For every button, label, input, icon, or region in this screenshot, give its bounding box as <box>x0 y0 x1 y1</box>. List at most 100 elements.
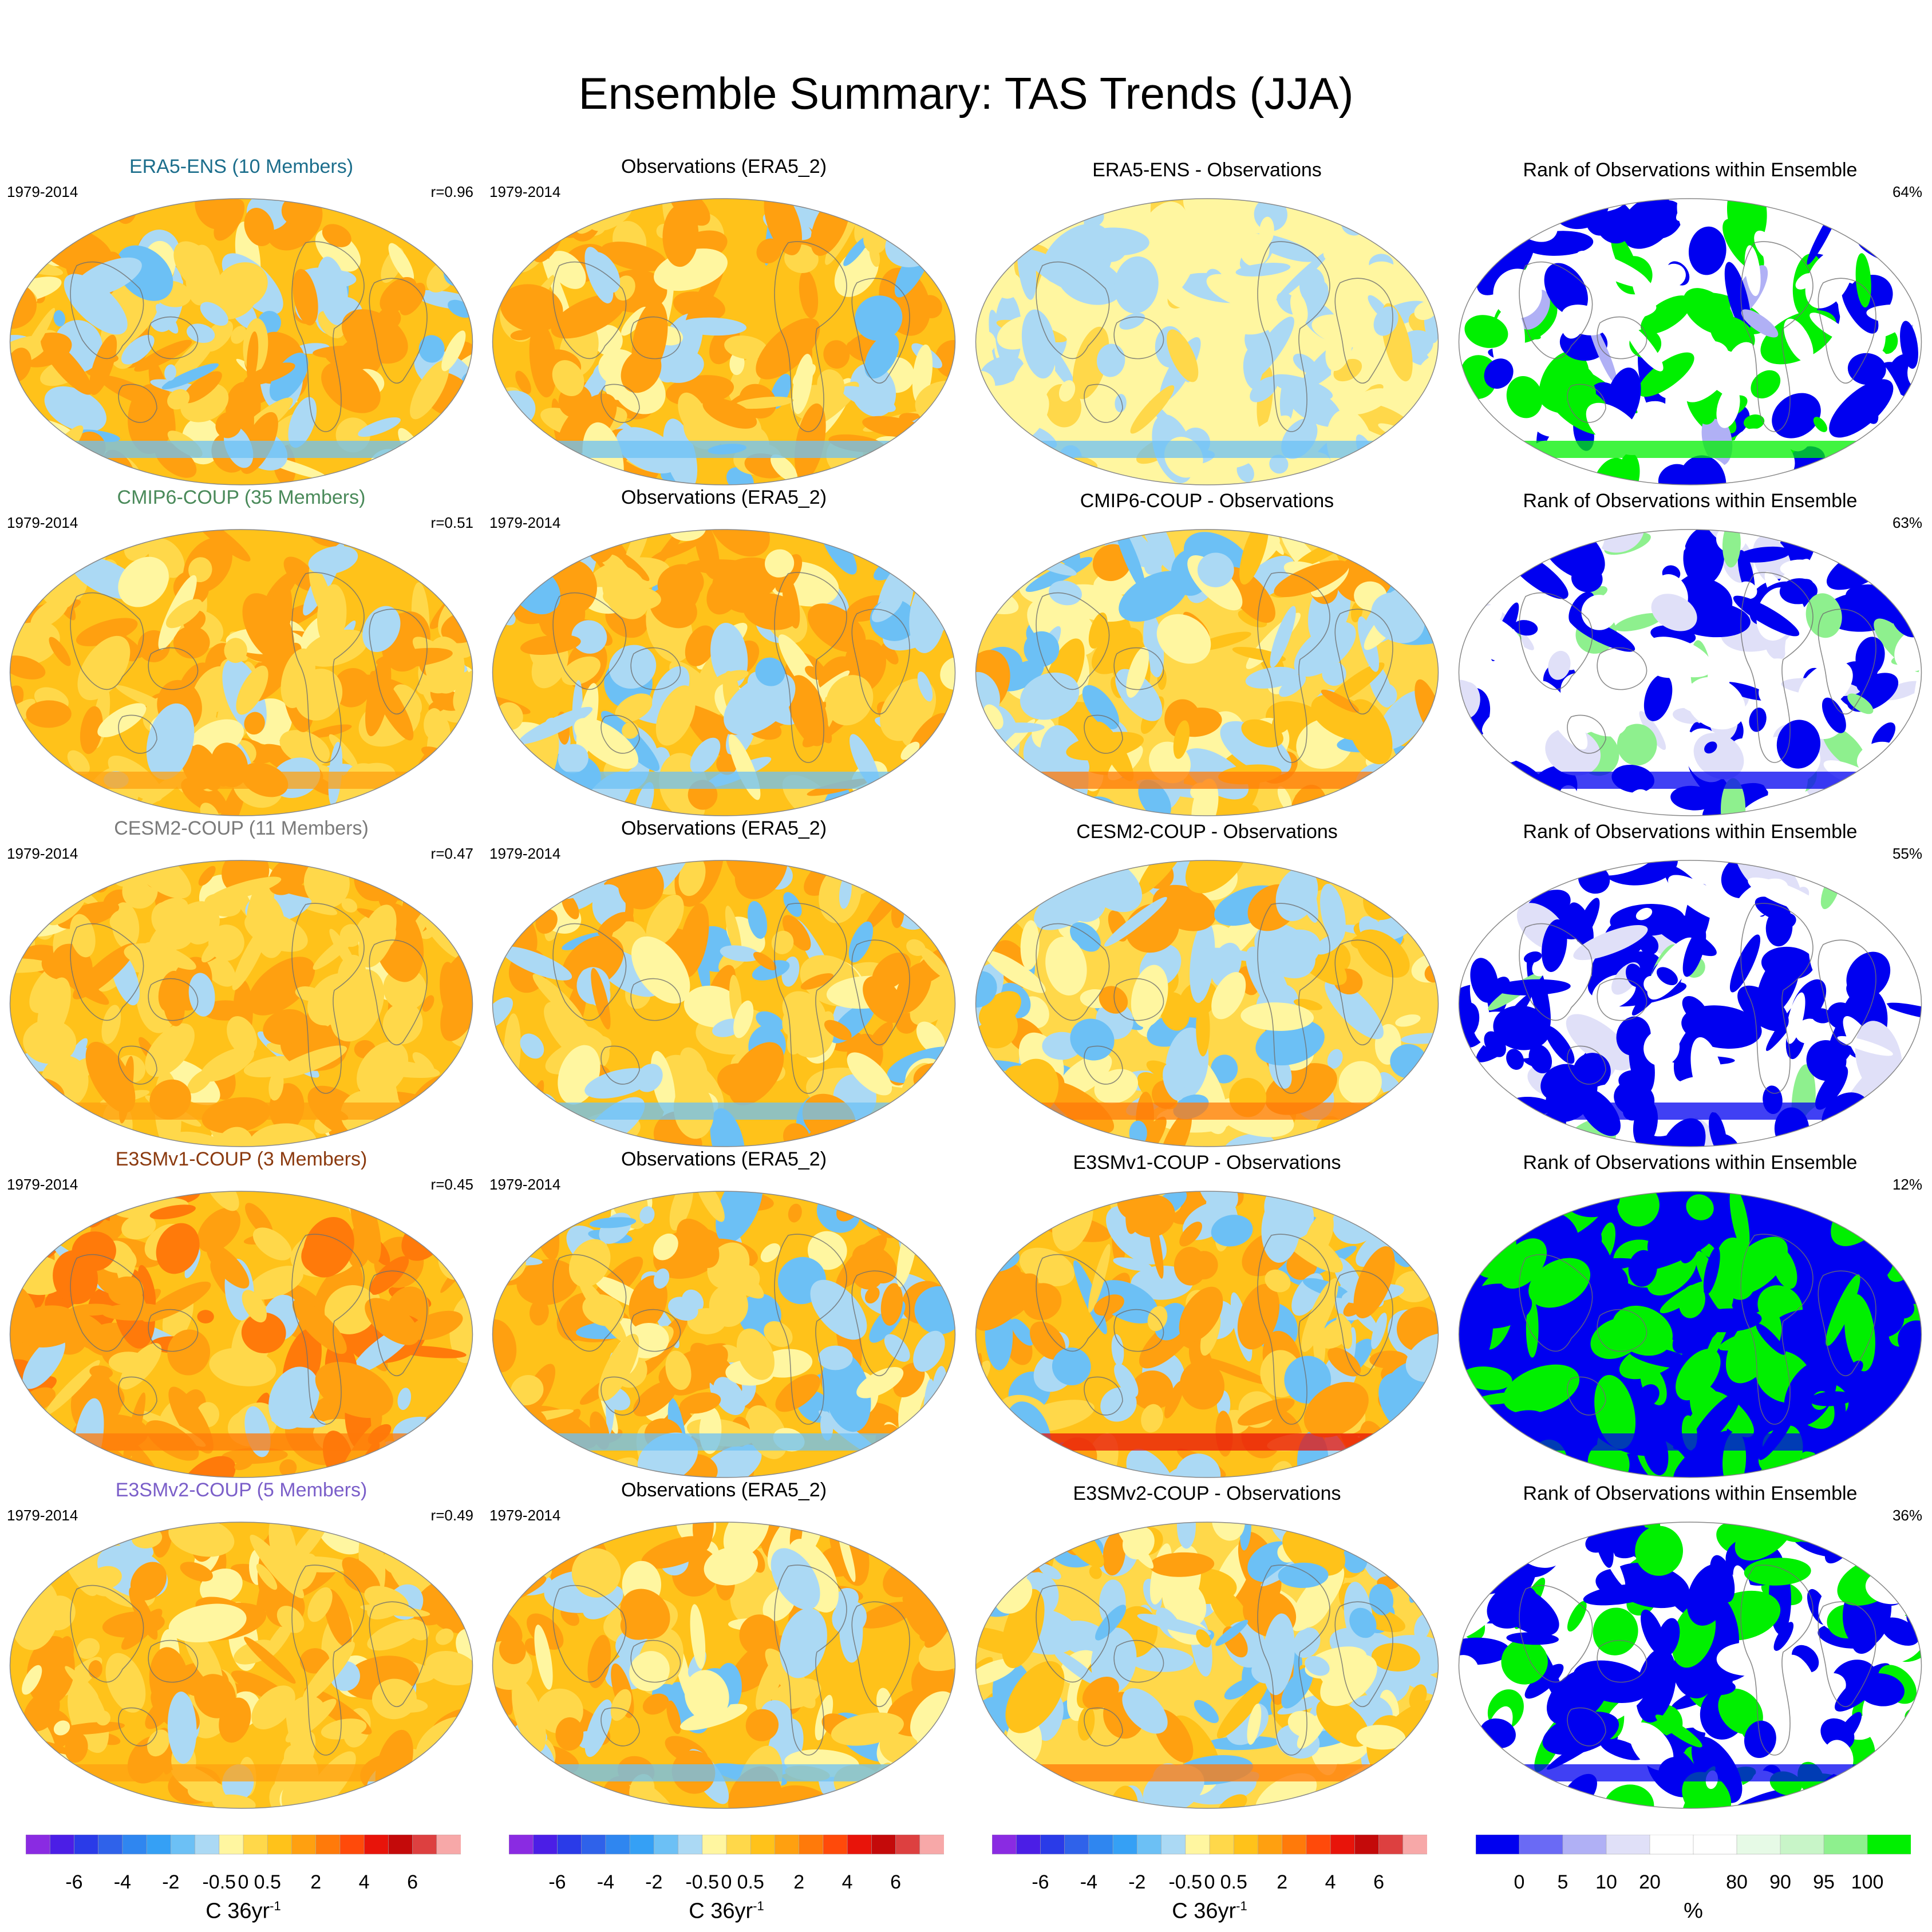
colorbar-box <box>1402 1835 1427 1855</box>
correlation-label: r=0.45 <box>430 1176 473 1193</box>
colorbar-box <box>1823 1835 1868 1855</box>
globe-map-observations <box>492 529 956 816</box>
colorbar-tick-label: 100 <box>1851 1871 1884 1893</box>
colorbar-tick-label: -4 <box>113 1871 131 1893</box>
colorbar-box <box>98 1835 123 1855</box>
globe-map-observations <box>492 198 956 485</box>
colorbar-box <box>1282 1835 1307 1855</box>
colorbar-box <box>315 1835 341 1855</box>
panel-title: ERA5-ENS (10 Members) <box>129 156 354 177</box>
panel-rank-row5: Rank of Observations within Ensemble 36% <box>1449 1479 1931 1810</box>
colorbar-box <box>1185 1835 1210 1855</box>
period-label: 1979-2014 <box>489 183 561 200</box>
colorbar-box <box>1378 1835 1404 1855</box>
map-container <box>8 1190 475 1479</box>
colorbar-box <box>146 1835 172 1855</box>
colorbar-box <box>1209 1835 1235 1855</box>
map-container <box>491 1520 957 1810</box>
colorbar-tick-label: 0 <box>238 1871 249 1893</box>
panel-title: E3SMv1-COUP - Observations <box>1073 1152 1341 1174</box>
map-container <box>491 859 957 1148</box>
panel-rank-row1: Rank of Observations within Ensemble 64% <box>1449 156 1931 487</box>
map-container <box>8 859 475 1148</box>
colorbar-tick-label: 6 <box>1373 1871 1385 1893</box>
colorbar-box <box>1088 1835 1113 1855</box>
colorbar-box <box>195 1835 220 1855</box>
panel-title: Rank of Observations within Ensemble <box>1523 159 1858 181</box>
colorbar-tick-label: -2 <box>162 1871 180 1893</box>
colorbar-tick-label: 20 <box>1639 1871 1661 1893</box>
panel-model-row1: ERA5-ENS (10 Members) 1979-2014 r=0.96 <box>0 156 483 487</box>
map-container <box>1457 528 1923 817</box>
panel-title: Observations (ERA5_2) <box>621 156 827 177</box>
map-container <box>1457 1520 1923 1810</box>
panel-title: E3SMv2-COUP - Observations <box>1073 1483 1341 1504</box>
colorbar-box <box>799 1835 824 1855</box>
colorbar-box <box>1562 1835 1607 1855</box>
colorbar-box <box>726 1835 752 1855</box>
period-label: 1979-2014 <box>7 514 78 531</box>
colorbar-box <box>823 1835 848 1855</box>
colorbar-box <box>678 1835 703 1855</box>
period-label: 1979-2014 <box>489 1507 561 1524</box>
map-container <box>491 197 957 487</box>
colorbar-tick-label: 5 <box>1557 1871 1568 1893</box>
period-label: 1979-2014 <box>7 845 78 862</box>
colorbar-tick-label: -0.5 <box>1168 1871 1203 1893</box>
panel-difference-row2: CMIP6-COUP - Observations <box>966 487 1448 817</box>
colorbar-box <box>49 1835 75 1855</box>
colorbar-unit-label: % <box>1684 1899 1703 1923</box>
colorbar-tick-label: -6 <box>548 1871 566 1893</box>
panel-title: CESM2-COUP - Observations <box>1076 821 1338 843</box>
map-container <box>974 1190 1440 1479</box>
map-container <box>974 197 1440 487</box>
colorbar-tick-label: -0.5 <box>685 1871 720 1893</box>
unit-exponent: -1 <box>270 1899 281 1913</box>
colorbar-tick-label: 0.5 <box>1220 1871 1247 1893</box>
panel-observations-row2: Observations (ERA5_2) 1979-2014 <box>483 487 965 817</box>
colorbar-tick-label: 0 <box>721 1871 732 1893</box>
map-container <box>1457 1190 1923 1479</box>
colorbar-box <box>1112 1835 1138 1855</box>
colorbar-tick-label: 0 <box>1514 1871 1525 1893</box>
period-label: 1979-2014 <box>489 845 561 862</box>
figure-title: Ensemble Summary: TAS Trends (JJA) <box>578 68 1354 118</box>
correlation-label: r=0.49 <box>430 1507 473 1524</box>
colorbar-box <box>992 1835 1017 1855</box>
period-label: 1979-2014 <box>489 514 561 531</box>
map-container <box>8 528 475 817</box>
colorbar-box <box>1258 1835 1283 1855</box>
globe-map-difference <box>975 198 1439 485</box>
colorbar-tick-label: 0 <box>1204 1871 1215 1893</box>
panel-model-row2: CMIP6-COUP (35 Members) 1979-2014 r=0.51 <box>0 487 483 817</box>
colorbar-box <box>1064 1835 1089 1855</box>
panel-title: Observations (ERA5_2) <box>621 817 827 839</box>
colorbar-box <box>171 1835 196 1855</box>
panel-title: E3SMv2-COUP (5 Members) <box>115 1479 368 1501</box>
globe-map-rank <box>1458 1191 1922 1478</box>
colorbar-box <box>654 1835 679 1855</box>
colorbar-box <box>750 1835 776 1855</box>
colorbar-box <box>364 1835 389 1855</box>
panel-title: Observations (ERA5_2) <box>621 1479 827 1501</box>
colorbar-box <box>388 1835 413 1855</box>
colorbar-box <box>557 1835 582 1855</box>
panel-title: Rank of Observations within Ensemble <box>1523 1483 1858 1504</box>
panel-title: CESM2-COUP (11 Members) <box>114 817 369 839</box>
panel-title: E3SMv1-COUP (3 Members) <box>115 1148 368 1170</box>
panel-model-row4: E3SMv1-COUP (3 Members) 1979-2014 r=0.45 <box>0 1148 483 1479</box>
colorbar-tick-label: 10 <box>1595 1871 1617 1893</box>
rank-percent-label: 36% <box>1892 1507 1922 1524</box>
colorbar-box <box>775 1835 800 1855</box>
trend-colorbar-2: -6 -4 -2 -0.5 0 0.5 2 4 6 C 36yr-1 <box>509 1835 944 1932</box>
colorbar-tick-label: 2 <box>310 1871 322 1893</box>
globe-map-rank <box>1458 529 1922 816</box>
globe-map-difference <box>975 529 1439 816</box>
panel-title: Rank of Observations within Ensemble <box>1523 490 1858 512</box>
rank-colorbar: 0 5 10 20 80 90 95 100% <box>1476 1835 1911 1932</box>
period-label: 1979-2014 <box>489 1176 561 1193</box>
colorbar-box <box>581 1835 606 1855</box>
colorbar-tick-label: -6 <box>1032 1871 1049 1893</box>
globe-map-difference <box>975 1522 1439 1809</box>
colorbar-box <box>1649 1835 1694 1855</box>
